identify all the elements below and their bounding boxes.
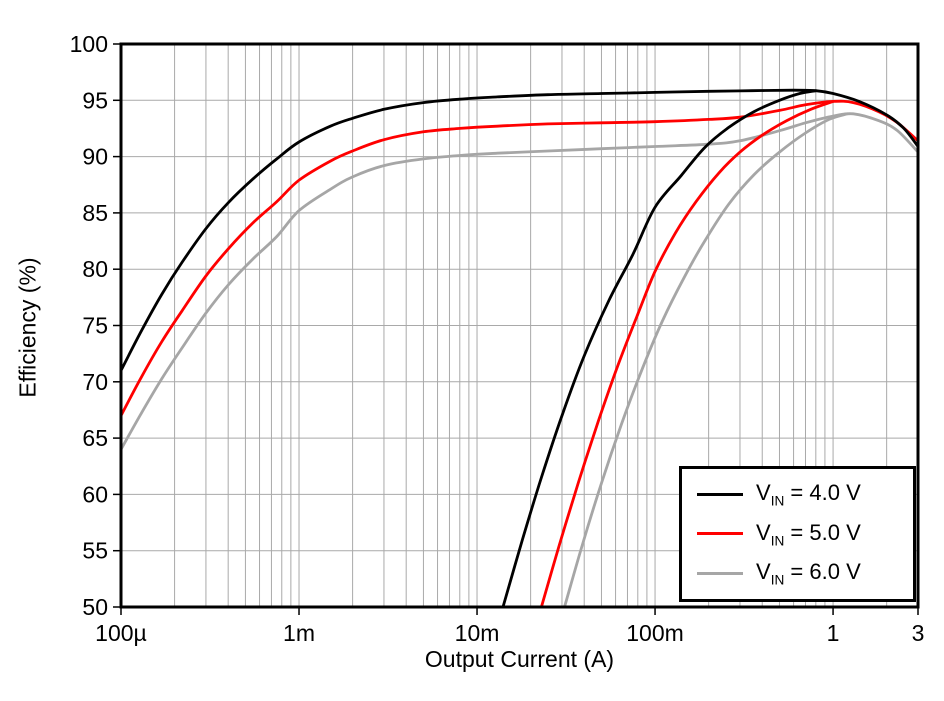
legend-line-swatch bbox=[697, 572, 743, 576]
legend-item: VIN = 5.0 V bbox=[697, 520, 913, 548]
legend-label: VIN = 4.0 V bbox=[756, 480, 861, 509]
y-axis-title: Efficiency (%) bbox=[14, 257, 41, 398]
svg-text:90: 90 bbox=[82, 144, 108, 170]
legend-item: VIN = 6.0 V bbox=[697, 559, 913, 588]
svg-text:1: 1 bbox=[827, 620, 840, 646]
svg-text:10m: 10m bbox=[455, 620, 500, 646]
legend-line-swatch bbox=[697, 532, 743, 536]
svg-text:95: 95 bbox=[82, 87, 108, 113]
svg-text:75: 75 bbox=[82, 313, 108, 339]
legend-label: VIN = 5.0 V bbox=[756, 519, 861, 549]
legend: VIN = 4.0 V VIN = 5.0 V VIN = 6.0 V bbox=[679, 466, 916, 602]
svg-text:85: 85 bbox=[82, 200, 108, 226]
svg-text:100: 100 bbox=[70, 31, 108, 57]
svg-text:100m: 100m bbox=[626, 620, 684, 646]
svg-text:65: 65 bbox=[82, 425, 108, 451]
svg-text:50: 50 bbox=[82, 594, 108, 620]
svg-text:100µ: 100µ bbox=[95, 620, 147, 646]
svg-text:1m: 1m bbox=[283, 620, 315, 646]
svg-text:3: 3 bbox=[912, 620, 925, 646]
svg-text:55: 55 bbox=[82, 538, 108, 564]
svg-text:70: 70 bbox=[82, 369, 108, 395]
x-axis-title: Output Current (A) bbox=[424, 646, 615, 672]
svg-text:80: 80 bbox=[82, 256, 108, 282]
legend-line-swatch bbox=[697, 492, 743, 496]
legend-item: VIN = 4.0 V bbox=[697, 480, 913, 509]
svg-text:60: 60 bbox=[82, 481, 108, 507]
legend-label: VIN = 6.0 V bbox=[756, 559, 861, 588]
